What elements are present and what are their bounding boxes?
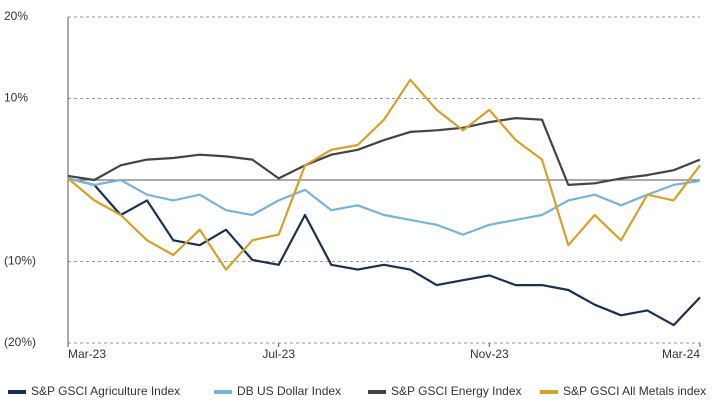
x-tick-label: Mar-24 [662,347,700,361]
series-line [67,117,701,186]
series-line [67,177,701,236]
y-tick-label: 20% [4,9,28,23]
legend-label: S&P GSCI All Metals index [563,384,706,398]
y-tick-label: (20%) [4,335,36,349]
legend-label: S&P GSCI Energy Index [391,384,522,398]
x-tick-label: Jul-23 [262,347,295,361]
series-line [67,177,701,327]
series-line [67,78,701,271]
x-tick-label: Nov-23 [470,347,509,361]
legend-label: DB US Dollar Index [237,384,341,398]
y-tick-label: 10% [4,91,28,105]
legend-label: S&P GSCI Agriculture Index [31,384,180,398]
y-tick-label: (10%) [4,254,36,268]
x-tick-label: Mar-23 [68,347,106,361]
